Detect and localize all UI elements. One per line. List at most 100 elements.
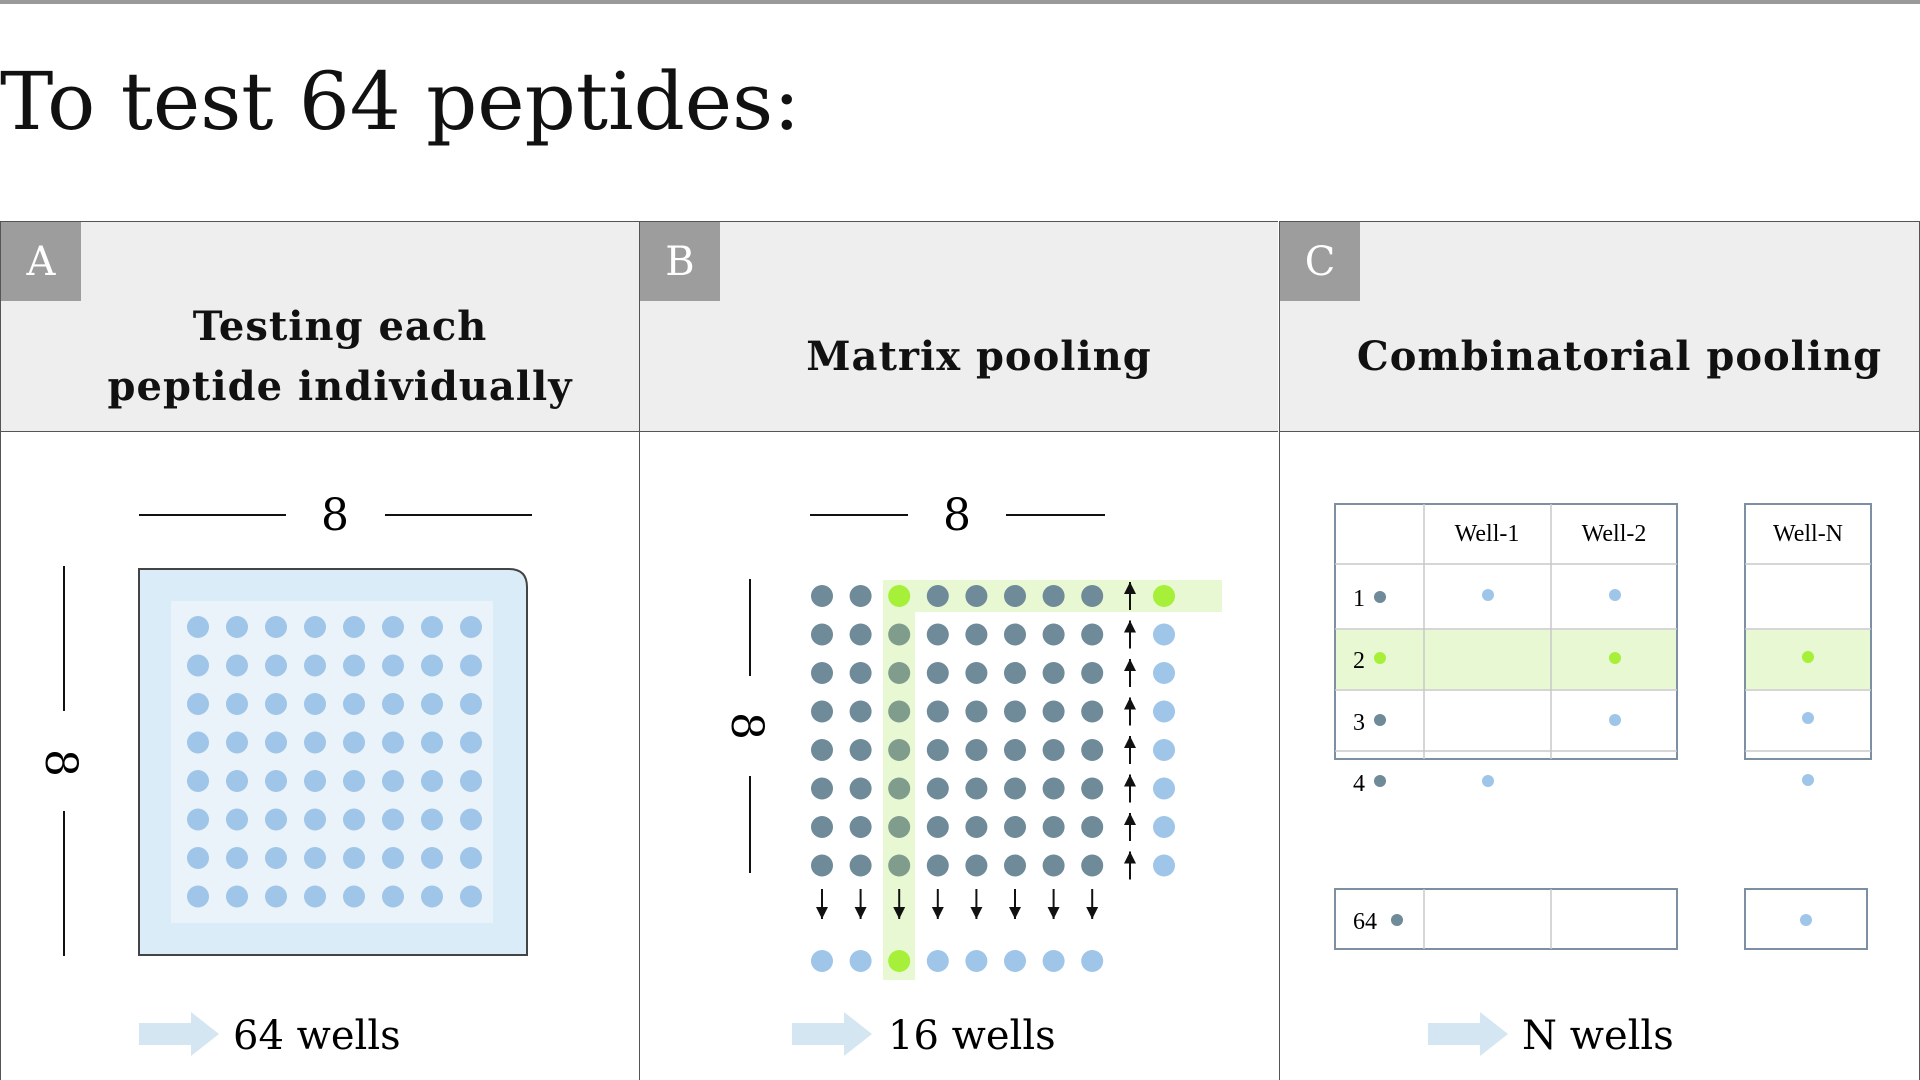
- row-pool-well: [1153, 777, 1175, 800]
- panel-letter: C: [1280, 222, 1360, 301]
- well: [304, 693, 326, 715]
- panel-letter: A: [1, 222, 81, 301]
- well: [304, 616, 326, 638]
- well: [382, 770, 404, 792]
- column-pool-well: [849, 950, 872, 972]
- peptide-well: [811, 700, 833, 723]
- peptide-well: [1004, 623, 1026, 646]
- peptide-well: [926, 816, 949, 838]
- peptide-well: [1004, 854, 1026, 877]
- well: [187, 847, 209, 869]
- well: [265, 731, 287, 754]
- page-title: To test 64 peptides:: [0, 55, 801, 148]
- membership-dot: [1482, 589, 1494, 601]
- well: [421, 731, 443, 754]
- well: [226, 731, 248, 754]
- result-label: 16 wells: [888, 1013, 1056, 1059]
- peptide-dot: [1374, 775, 1386, 787]
- panel-title-line: Testing each: [192, 303, 488, 350]
- peptide-well: [965, 854, 988, 877]
- peptide-dot: [1374, 714, 1386, 726]
- arrow-down-icon: [1009, 889, 1021, 919]
- well: [187, 731, 209, 754]
- row-pool-well: [1153, 854, 1175, 877]
- peptide-well: [888, 739, 911, 761]
- arrow-up-icon: [1124, 774, 1136, 803]
- panel-header: C Combinatorial pooling: [1280, 221, 1919, 432]
- membership-dot: [1802, 651, 1814, 663]
- well: [382, 808, 404, 831]
- well: [343, 654, 365, 677]
- well: [265, 654, 287, 677]
- membership-dot: [1609, 714, 1621, 726]
- result-arrow-icon: [139, 1012, 219, 1056]
- well: [226, 616, 248, 638]
- peptide-well: [965, 700, 988, 723]
- peptide-well: [1042, 777, 1065, 800]
- well: [226, 693, 248, 715]
- peptide-well: [849, 777, 872, 800]
- row-label: 1: [1353, 586, 1365, 612]
- well: [265, 616, 287, 638]
- panel-combinatorial: C Combinatorial pooling: [1279, 221, 1920, 1080]
- peptide-well: [888, 777, 911, 800]
- well: [187, 693, 209, 715]
- membership-dot: [1609, 589, 1621, 601]
- well: [304, 808, 326, 831]
- arrow-up-icon: [1124, 813, 1136, 841]
- peptide-well: [1081, 623, 1104, 646]
- panel-title: Combinatorial pooling: [1340, 292, 1899, 422]
- peptide-well: [1042, 816, 1065, 838]
- well: [187, 654, 209, 677]
- peptide-well: [849, 854, 872, 877]
- peptide-dot: [1374, 591, 1386, 603]
- peptide-well: [1081, 662, 1104, 684]
- well: [382, 693, 404, 715]
- membership-dot: [1802, 774, 1814, 786]
- peptide-well: [888, 662, 911, 684]
- arrow-up-icon: [1124, 851, 1136, 880]
- result-arrow-icon: [1428, 1012, 1508, 1056]
- row-count-label: 8: [35, 749, 86, 777]
- panel-title: Matrix pooling: [700, 292, 1258, 422]
- arrow-down-icon: [816, 889, 828, 919]
- well: [226, 885, 248, 908]
- peptide-well: [888, 585, 911, 607]
- well: [304, 731, 326, 754]
- column-count-label: 8: [321, 490, 349, 541]
- arrow-down-icon: [931, 889, 944, 919]
- peptide-well: [926, 739, 949, 761]
- panel-individual: A Testing each peptide individually 8 8 …: [0, 221, 639, 1080]
- peptide-well: [1042, 623, 1065, 646]
- row-pool-well: [1153, 700, 1175, 723]
- peptide-well: [926, 662, 949, 684]
- arrow-down-icon: [1086, 889, 1099, 919]
- column-pool-well: [965, 950, 988, 972]
- peptide-well: [1004, 777, 1026, 800]
- well: [421, 693, 443, 715]
- column-pool-well: [1081, 950, 1104, 972]
- well: [343, 693, 365, 715]
- individual-diagram: 8 8 64 wells: [35, 490, 532, 1059]
- row-label: 2: [1353, 648, 1365, 674]
- peptide-dot: [1391, 914, 1403, 926]
- result-arrow-icon: [792, 1012, 872, 1056]
- peptide-well: [1004, 700, 1026, 723]
- peptide-well: [1042, 854, 1065, 877]
- panel-title-line: Combinatorial pooling: [1356, 333, 1883, 380]
- row-label: 4: [1353, 771, 1365, 797]
- well: [343, 847, 365, 869]
- row-label: 64: [1353, 909, 1377, 935]
- well: [304, 885, 326, 908]
- peptide-well: [849, 816, 872, 838]
- peptide-well: [1081, 585, 1104, 607]
- result-label: N wells: [1522, 1013, 1674, 1059]
- well: [265, 885, 287, 908]
- well: [460, 693, 482, 715]
- peptide-well: [926, 623, 949, 646]
- column-pool-well: [1004, 950, 1026, 972]
- well: [421, 847, 443, 869]
- peptide-well: [1081, 854, 1104, 877]
- peptide-well: [926, 854, 949, 877]
- row-pool-well: [1153, 816, 1175, 838]
